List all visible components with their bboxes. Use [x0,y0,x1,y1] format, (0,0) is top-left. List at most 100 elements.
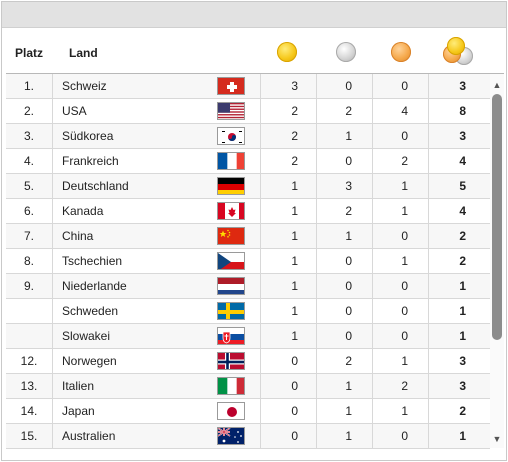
total-count: 1 [428,299,490,323]
gold-count: 3 [260,74,316,98]
scrollbar-thumb[interactable] [492,94,502,340]
rank-cell: 9. [6,274,53,298]
table-header: Platz Land [6,32,504,74]
bronze-count: 2 [372,374,428,398]
silver-count: 1 [316,424,372,448]
table-row[interactable]: 1. Schweiz 3 0 0 3 [6,74,490,99]
table-row[interactable]: 8. Tschechien 1 0 1 2 [6,249,490,274]
rank-cell: 2. [6,99,53,123]
bronze-count: 0 [372,274,428,298]
total-count: 5 [428,174,490,198]
bronze-count: 0 [372,299,428,323]
bronze-count: 0 [372,324,428,348]
rank-cell [6,324,53,348]
country-name: China [62,229,94,243]
silver-count: 1 [316,374,372,398]
gold-count: 1 [260,274,316,298]
table-row[interactable]: 6. Kanada 1 2 1 4 [6,199,490,224]
table-row[interactable]: 4. Frankreich 2 0 2 4 [6,149,490,174]
scroll-down-arrow-icon[interactable]: ▼ [492,434,502,444]
silver-count: 0 [316,299,372,323]
table-row[interactable]: 3. Südkorea 2 1 0 3 [6,124,490,149]
gold-count: 0 [260,399,316,423]
rank-cell: 4. [6,149,53,173]
country-name: Australien [62,429,116,443]
silver-count: 1 [316,124,372,148]
bronze-count: 1 [372,174,428,198]
scroll-up-arrow-icon[interactable]: ▲ [492,80,502,90]
rank-cell: 6. [6,199,53,223]
table-row[interactable]: Schweden 1 0 0 1 [6,299,490,324]
country-name: Frankreich [62,154,119,168]
country-name: Kanada [62,204,104,218]
rank-cell: 3. [6,124,53,148]
country-name: Slowakei [62,329,111,343]
total-count: 1 [428,324,490,348]
table-row[interactable]: Slowakei 1 0 0 1 [6,324,490,349]
country-name: Norwegen [62,354,117,368]
flag-it-icon [217,377,245,395]
gold-count: 0 [260,349,316,373]
country-name: Tschechien [62,254,123,268]
panel-title-bar [2,2,506,28]
total-count: 2 [428,399,490,423]
gold-medal-icon[interactable] [277,42,297,62]
bronze-medal-icon[interactable] [391,42,411,62]
silver-count: 2 [316,99,372,123]
silver-count: 0 [316,74,372,98]
total-count: 1 [428,274,490,298]
total-count: 2 [428,249,490,273]
gold-count: 1 [260,224,316,248]
vertical-scrollbar[interactable]: ▲ ▼ [490,74,504,448]
silver-medal-icon[interactable] [336,42,356,62]
rank-cell [6,299,53,323]
gold-count: 1 [260,299,316,323]
flag-sk-icon [217,327,245,345]
table-row[interactable]: 5. Deutschland 1 3 1 5 [6,174,490,199]
table-row[interactable]: 7. China 1 1 0 2 [6,224,490,249]
bronze-count: 2 [372,149,428,173]
silver-count: 2 [316,349,372,373]
country-name: Italien [62,379,95,393]
flag-cz-icon [217,252,245,270]
silver-count: 2 [316,199,372,223]
all-medals-icon[interactable] [443,37,473,65]
gold-count: 1 [260,174,316,198]
country-name: Niederlande [62,279,127,293]
gold-count: 2 [260,149,316,173]
bronze-count: 0 [372,424,428,448]
country-name: Japan [62,404,95,418]
total-count: 3 [428,74,490,98]
rank-cell: 1. [6,74,53,98]
bronze-count: 0 [372,74,428,98]
silver-count: 1 [316,399,372,423]
table-row[interactable]: 9. Niederlande 1 0 0 1 [6,274,490,299]
country-name: USA [62,104,87,118]
silver-count: 1 [316,224,372,248]
bronze-count: 1 [372,199,428,223]
bronze-count: 1 [372,349,428,373]
rank-cell: 5. [6,174,53,198]
table-row[interactable]: 14. Japan 0 1 1 2 [6,399,490,424]
table-row[interactable]: 15. Australien 0 1 0 1 [6,424,490,449]
flag-au-icon [217,427,245,445]
table-row[interactable]: 13. Italien 0 1 2 3 [6,374,490,399]
gold-count: 1 [260,199,316,223]
rank-cell: 7. [6,224,53,248]
table-row[interactable]: 2. USA 2 2 4 8 [6,99,490,124]
flag-de-icon [217,177,245,195]
bronze-count: 1 [372,399,428,423]
column-header-platz[interactable]: Platz [15,46,44,60]
table-row[interactable]: 12. Norwegen 0 2 1 3 [6,349,490,374]
country-name: Schweden [62,304,119,318]
column-header-land[interactable]: Land [69,46,98,60]
gold-count: 1 [260,249,316,273]
flag-kr-icon [217,127,245,145]
rank-cell: 13. [6,374,53,398]
silver-count: 0 [316,324,372,348]
flag-cn-icon [217,227,245,245]
gold-count: 2 [260,99,316,123]
silver-count: 3 [316,174,372,198]
flag-us-icon [217,102,245,120]
